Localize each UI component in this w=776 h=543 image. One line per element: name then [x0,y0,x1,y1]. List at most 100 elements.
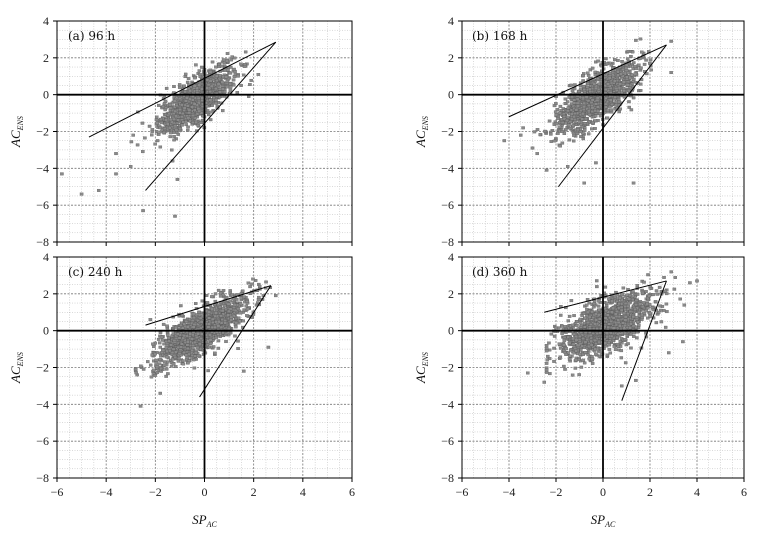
scatter-point [659,320,664,324]
scatter-point [581,85,586,88]
scatter-point [174,104,179,108]
x-axis-label: SPAC [192,512,217,529]
scatter-point [153,374,157,377]
scatter-point [192,366,197,370]
scatter-point [224,75,229,79]
scatter-point [163,108,167,112]
scatter-point [192,322,197,326]
scatter-point [139,364,143,368]
scatter-point [200,299,205,303]
scatter-point [200,96,205,100]
scatter-point [192,102,197,106]
envelope-lines [88,41,277,191]
scatter-point [638,89,643,92]
scatter-point [606,108,610,112]
scatter-point [192,316,196,320]
scatter-point [193,96,197,100]
scatter-point [598,114,603,118]
scatter-point [155,139,160,143]
scatter-point [60,172,64,176]
scatter-point [626,71,631,75]
scatter-point [162,102,167,106]
scatter-point [214,98,218,102]
scatter-point [590,98,595,102]
scatter-point [199,111,204,115]
y-tick-label: 4 [43,250,49,264]
scatter-point [582,181,586,185]
scatter-point [178,127,183,131]
scatter-point [219,325,224,329]
lower-envelope-line [145,41,277,191]
scatter-point [586,99,591,103]
scatter-point [225,85,230,89]
scatter-point [190,337,194,341]
scatter-point [225,52,230,56]
scatter-point [178,323,183,327]
scatter-point [195,346,200,350]
scatter-point [584,95,589,99]
scatter-point [608,104,612,108]
scatter-point [158,117,163,121]
scatter-point [219,314,223,318]
scatter-point [558,144,562,148]
scatter-point [586,71,590,75]
scatter-point [242,308,246,312]
scatter-point [624,69,629,72]
scatter-point [198,342,202,346]
scatter-point [241,73,246,77]
scatter-point [206,369,210,373]
scatter-point [173,124,178,128]
y-tick-label: −8 [36,235,49,249]
scatter-point [580,117,584,121]
scatter-point [625,83,630,87]
scatter-point [173,355,178,359]
scatter-point [229,58,234,62]
scatter-point [586,132,591,136]
scatter-point [151,342,155,346]
scatter-point [578,87,583,91]
scatter-point [162,342,166,346]
scatter-point [175,177,180,181]
scatter-point [664,292,669,296]
scatter-point [589,339,594,343]
scatter-point [251,277,255,281]
scatter-point [208,90,212,94]
scatter-point [576,104,580,108]
scatter-point [194,351,198,355]
scatter-point [208,118,213,122]
scatter-point [642,62,647,66]
scatter-point [574,108,579,112]
scatter-point [177,357,181,360]
scatter-point [213,351,217,355]
scatter-point [207,316,211,320]
scatter-point [181,362,186,366]
scatter-point [210,60,215,64]
scatter-point [191,346,195,350]
scatter-point [196,124,200,127]
scatter-point [186,77,191,81]
scatter-point [184,99,188,103]
scatter-point [210,110,214,114]
scatter-point [613,348,618,352]
scatter-point [256,73,261,76]
y-tick-label: 2 [43,287,49,301]
scatter-point [229,65,233,69]
scatter-point [617,100,621,104]
scatter-point [223,321,228,325]
scatter-point [169,343,173,347]
scatter-point [566,115,570,119]
scatter-point [582,361,587,365]
scatter-point [619,72,623,76]
scatter-point [221,312,225,316]
scatter-point [205,86,209,90]
scatter-point [159,121,164,124]
scatter-point [131,133,135,137]
scatter-point [197,69,202,73]
scatter-point [177,85,182,89]
scatter-point [558,346,563,350]
scatter-point [114,172,118,176]
scatter-point [198,316,203,320]
scatter-point [563,97,568,101]
scatter-point [228,289,232,293]
scatter-point [189,356,193,360]
